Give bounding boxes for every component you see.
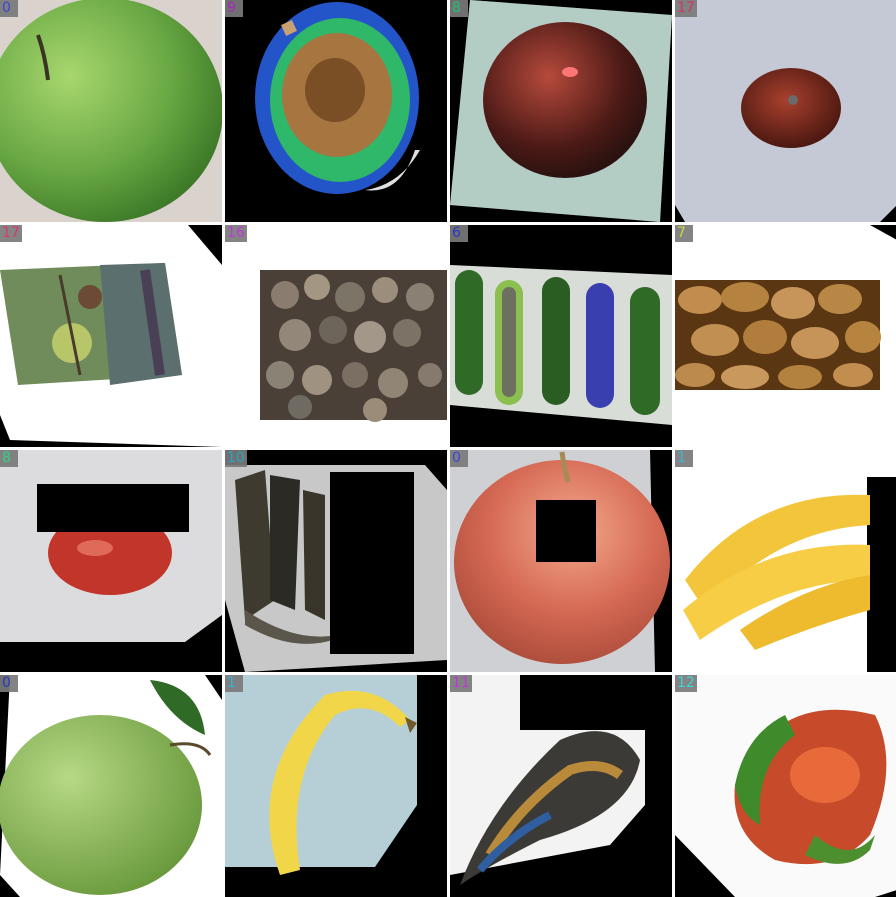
class-label: 0 (0, 675, 18, 692)
green-apple-leaf-image (0, 675, 222, 897)
tile-green-apple-leaf[interactable]: 0 (0, 675, 222, 897)
tile-moldy-gourd[interactable]: 11 (450, 675, 672, 897)
tile-black-bananas[interactable]: 10 (225, 450, 447, 672)
tile-rotting-plant-fruit[interactable]: 17 (0, 225, 222, 447)
tile-dark-tomato[interactable]: 8 (450, 0, 672, 222)
tile-potatoes[interactable]: 7 (675, 225, 896, 447)
small-tomato-image (675, 0, 896, 222)
single-banana-image (225, 675, 447, 897)
class-label: 9 (225, 0, 243, 17)
class-label: 12 (675, 675, 697, 692)
red-apple-image (450, 450, 672, 672)
tile-yellow-bananas[interactable]: 1 (675, 450, 896, 672)
dark-tomato-image (450, 0, 672, 222)
pepper-image (675, 675, 896, 897)
class-label: 17 (675, 0, 697, 17)
class-label: 17 (0, 225, 22, 242)
tile-dried-tubers[interactable]: 16 (225, 225, 447, 447)
class-label: 10 (225, 450, 247, 467)
black-bananas-image (225, 450, 447, 672)
class-label: 0 (450, 450, 468, 467)
tile-pepper[interactable]: 12 (675, 675, 896, 897)
class-label: 8 (0, 450, 18, 467)
class-label: 8 (450, 0, 468, 17)
tomato-occluded-image (0, 450, 222, 672)
class-label: 1 (675, 450, 693, 467)
green-apple-image (0, 0, 222, 222)
class-label: 0 (0, 0, 18, 17)
rotting-plant-fruit-image (0, 225, 222, 447)
moldy-gourd-image (450, 675, 672, 897)
cucumbers-image (450, 225, 672, 447)
occlusion-box (536, 500, 596, 562)
tile-green-apple[interactable]: 0 (0, 0, 222, 222)
tile-cucumbers[interactable]: 6 (450, 225, 672, 447)
occlusion-box (37, 484, 189, 532)
class-label: 6 (450, 225, 468, 242)
class-label: 11 (450, 675, 472, 692)
class-label: 16 (225, 225, 247, 242)
potatoes-image (675, 225, 896, 447)
class-label: 7 (675, 225, 693, 242)
tile-false-color-fruit[interactable]: 9 (225, 0, 447, 222)
tile-small-tomato[interactable]: 17 (675, 0, 896, 222)
class-label: 1 (225, 675, 243, 692)
tile-single-banana[interactable]: 1 (225, 675, 447, 897)
tile-tomato-occluded[interactable]: 8 (0, 450, 222, 672)
dried-tubers-image (225, 225, 447, 447)
tile-red-apple[interactable]: 0 (450, 450, 672, 672)
false-color-fruit-image (225, 0, 447, 222)
occlusion-box (330, 472, 414, 654)
yellow-bananas-image (675, 450, 896, 672)
